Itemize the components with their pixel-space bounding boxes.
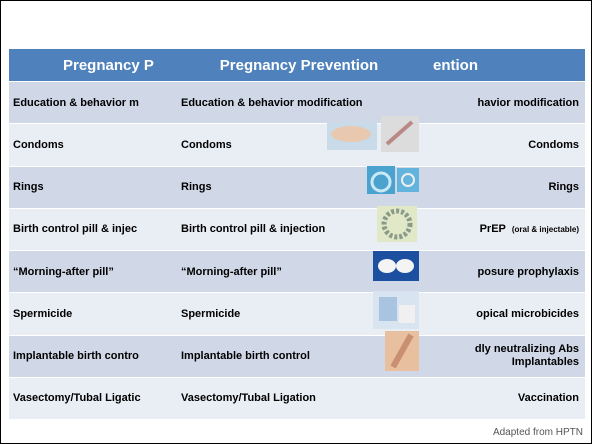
right-table: ention havior modification Condoms Rings Pr…	[421, 49, 585, 419]
condom-images	[327, 116, 419, 152]
cell-text: Rings	[181, 181, 212, 194]
table-row: Vaccination	[421, 376, 585, 419]
header: ention	[421, 49, 585, 81]
cell-text: Condoms	[528, 138, 579, 151]
cell-text: opical microbicides	[476, 307, 579, 320]
image	[370, 171, 392, 193]
cell-text: Vasectomy/Tubal Ligation	[181, 392, 316, 405]
cell-text: Condoms	[13, 138, 64, 151]
cell-text: Vaccination	[517, 392, 579, 405]
table-row: “Morning-after pill”	[9, 250, 177, 293]
image	[378, 259, 396, 273]
table-row: Vasectomy/Tubal Ligatic	[9, 376, 177, 419]
cell-text: dly neutralizing Abs	[474, 343, 579, 356]
table-row: Vasectomy/Tubal Ligation	[177, 376, 421, 419]
morning-after-image	[373, 251, 419, 281]
cell-text: Spermicide	[13, 307, 73, 320]
table-row: Education & behavior m	[9, 81, 177, 124]
cell-text: Education & behavior m	[13, 96, 139, 109]
image	[401, 173, 415, 187]
table-row: Condoms	[421, 123, 585, 166]
cell-text: Vasectomy/Tubal Ligatic	[13, 392, 141, 405]
table-row: Implantable birth contro	[9, 334, 177, 377]
cell-note: (oral & injectable)	[511, 224, 579, 234]
cell-stack: dly neutralizing Abs Implantables	[475, 343, 579, 369]
table-row: dly neutralizing Abs Implantables	[421, 334, 585, 377]
table-row: Implantable birth control	[177, 334, 421, 377]
cell-text: havior modification	[477, 96, 579, 109]
table-row: opical microbicides	[421, 292, 585, 335]
cell-text: Implantable birth contro	[13, 350, 139, 363]
cell-text: Spermicide	[181, 307, 241, 320]
cell-text: Rings	[548, 181, 579, 194]
cell-text: Condoms	[181, 138, 232, 151]
spermicide-image	[373, 291, 419, 329]
left-table: Pregnancy P Education & behavior m Condom…	[9, 49, 177, 419]
image	[381, 208, 413, 240]
table-row: Birth control pill & injec	[9, 207, 177, 250]
cell-text: Birth control pill & injection	[181, 223, 326, 236]
image	[399, 305, 415, 323]
cell-text: posure prophylaxis	[477, 265, 579, 278]
table-row: Condoms	[177, 123, 421, 166]
image	[396, 259, 414, 273]
cell-text: “Morning-after pill”	[181, 265, 282, 278]
image	[379, 297, 397, 321]
table-row: Education & behavior modification	[177, 81, 421, 124]
image	[390, 333, 414, 369]
table-row: Rings	[9, 165, 177, 208]
image	[385, 120, 414, 146]
implant-image	[385, 331, 419, 371]
table-row: Spermicide	[9, 292, 177, 335]
table-row: posure prophylaxis	[421, 250, 585, 293]
table-row: havior modification	[421, 81, 585, 124]
cell-text: “Morning-after pill”	[13, 265, 114, 278]
cell-text: Rings	[13, 181, 44, 194]
header: Pregnancy Prevention	[177, 49, 421, 81]
ring-images	[367, 166, 419, 194]
header: Pregnancy P	[9, 49, 177, 81]
footer: Adapted from HPTN	[492, 427, 583, 438]
pill-image	[377, 206, 417, 242]
table-row: Rings	[421, 165, 585, 208]
cell-text: Education & behavior modification	[181, 96, 363, 109]
cell-text: Implantables	[511, 356, 579, 369]
image	[397, 168, 419, 192]
cell-text: PrEP	[479, 223, 506, 236]
image	[331, 126, 371, 142]
table-row: PrEP (oral & injectable)	[421, 207, 585, 250]
cell-text: Implantable birth control	[181, 350, 310, 363]
cell-text: Birth control pill & injec	[13, 223, 138, 236]
table-row: Condoms	[9, 123, 177, 166]
